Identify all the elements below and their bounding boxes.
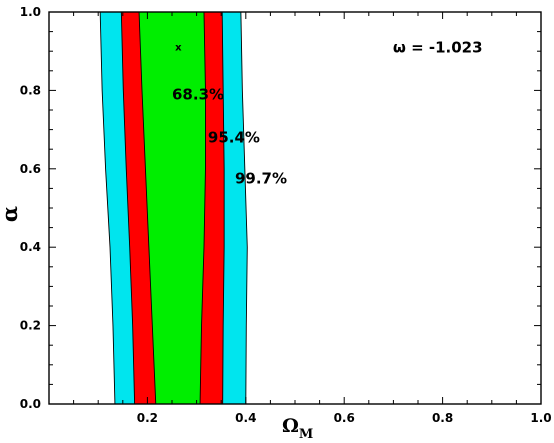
best-fit-marker: x xyxy=(175,42,182,53)
x-axis-label: ΩM xyxy=(282,415,313,442)
y-tick-label: 0.4 xyxy=(20,240,41,254)
region-label-2: 95.4% xyxy=(208,128,260,146)
region-label-1: 99.7% xyxy=(235,170,287,188)
omega-annotation: ω = -1.023 xyxy=(393,38,483,56)
plot-frame xyxy=(48,11,542,405)
y-tick-label: 0.8 xyxy=(20,83,41,97)
region-label-3: 68.3% xyxy=(172,85,224,103)
x-tick-label: 0.2 xyxy=(137,411,158,425)
x-tick-label: 0.4 xyxy=(235,411,256,425)
y-tick-label: 0.2 xyxy=(20,319,41,333)
x-tick-label: 0.8 xyxy=(432,411,453,425)
chart-labels: 0.2 0.4 0.6 0.8 1.0 0.0 0.2 0.4 0.6 0.8 1.0 ΩM α 99.7… xyxy=(0,5,552,442)
x-axis-label-subscript: M xyxy=(299,427,313,442)
confidence-regions xyxy=(99,11,248,405)
y-tick-label: 1.0 xyxy=(20,5,41,19)
y-axis-label: α xyxy=(0,206,22,222)
x-tick-label: 0.6 xyxy=(334,411,355,425)
x-tick-label: 1.0 xyxy=(530,411,551,425)
y-tick-label: 0.6 xyxy=(20,162,41,176)
y-tick-label: 0.0 xyxy=(20,397,41,411)
